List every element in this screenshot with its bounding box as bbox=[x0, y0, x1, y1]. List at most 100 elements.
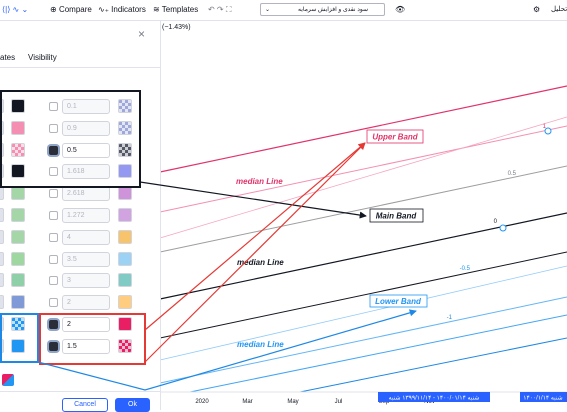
chart-style-icon[interactable]: ⟨|⟩ ∿ ⌄ bbox=[2, 5, 29, 14]
level-input[interactable]: 2.618 bbox=[62, 186, 110, 202]
fill-color-swatch[interactable] bbox=[118, 120, 132, 135]
cut-swatch bbox=[0, 120, 4, 135]
x-tick-label: Jul bbox=[335, 399, 343, 405]
level-input[interactable]: 0.5 bbox=[62, 142, 110, 158]
level-checkbox[interactable] bbox=[49, 254, 58, 264]
line-color-swatch[interactable] bbox=[11, 229, 25, 244]
level-label: -0.5 bbox=[460, 266, 471, 272]
median-label: median Line bbox=[236, 177, 283, 186]
level-checkbox[interactable] bbox=[49, 102, 58, 111]
median-label: median Line bbox=[237, 340, 284, 349]
median-label: median Line bbox=[237, 258, 284, 267]
cut-swatch bbox=[0, 208, 4, 222]
level-input[interactable]: 1.5 bbox=[62, 338, 110, 354]
handle[interactable] bbox=[499, 224, 507, 232]
level-checkbox[interactable] bbox=[49, 298, 58, 308]
compare-button[interactable]: ⊕ Compare bbox=[50, 5, 92, 14]
settings-icon[interactable]: ⚙ bbox=[533, 5, 541, 14]
line-color-swatch[interactable] bbox=[11, 99, 25, 113]
level-input[interactable]: 0.1 bbox=[62, 99, 110, 114]
level-input[interactable]: 1.272 bbox=[62, 208, 110, 223]
cut-swatch bbox=[0, 99, 4, 113]
template-swatch[interactable] bbox=[2, 374, 14, 386]
fill-color-swatch[interactable] bbox=[118, 229, 132, 244]
level-input[interactable]: 1.618 bbox=[62, 164, 110, 180]
band-line bbox=[159, 251, 567, 339]
close-button[interactable]: × bbox=[138, 27, 146, 41]
level-label: 1 bbox=[543, 124, 547, 130]
ok-button[interactable]: Ok bbox=[115, 398, 150, 412]
line-color-swatch[interactable] bbox=[11, 295, 25, 310]
x-tick-label: May bbox=[287, 399, 298, 405]
level-checkbox[interactable] bbox=[49, 320, 58, 329]
fill-color-swatch[interactable] bbox=[118, 251, 132, 266]
line-color-swatch[interactable] bbox=[11, 338, 25, 353]
x-tick-label: Mar bbox=[242, 399, 252, 405]
footer-divider bbox=[0, 391, 160, 392]
right-label: تحلیل bbox=[551, 6, 567, 13]
fill-color-swatch[interactable] bbox=[118, 186, 132, 201]
level-label: -1 bbox=[447, 315, 453, 321]
handle[interactable] bbox=[544, 127, 552, 135]
level-input[interactable]: 3.5 bbox=[62, 251, 110, 267]
cut-swatch bbox=[0, 273, 4, 288]
level-checkbox[interactable] bbox=[49, 123, 58, 133]
templates-button[interactable]: ≋ Templates bbox=[153, 5, 199, 14]
band-line bbox=[159, 85, 567, 173]
line-color-swatch[interactable] bbox=[11, 317, 25, 331]
line-color-swatch[interactable] bbox=[11, 164, 25, 179]
level-checkbox[interactable] bbox=[49, 341, 58, 351]
main-band-label: Main Band bbox=[376, 212, 418, 221]
fill-color-swatch[interactable] bbox=[118, 338, 132, 353]
dropdown-caret: ⌄ bbox=[265, 7, 271, 13]
cut-swatch bbox=[0, 186, 4, 201]
line-color-swatch[interactable] bbox=[11, 251, 25, 266]
date-label: شنبه ۱۴۰۰/۰۱/۱۴ - ۱۳۹۹/۱۱/۱۴ شنبه bbox=[389, 396, 480, 402]
level-input[interactable]: 0.9 bbox=[62, 120, 110, 136]
level-label: 0.5 bbox=[508, 171, 517, 177]
line-color-swatch[interactable] bbox=[11, 273, 25, 288]
level-checkbox[interactable] bbox=[49, 276, 58, 286]
eye-icon[interactable]: 👁 bbox=[395, 5, 406, 14]
fill-color-swatch[interactable] bbox=[118, 317, 132, 331]
line-color-swatch[interactable] bbox=[11, 120, 25, 135]
level-input[interactable]: 2 bbox=[62, 317, 110, 332]
level-checkbox[interactable] bbox=[49, 211, 58, 220]
chart-header: (−1.43%) bbox=[162, 24, 191, 31]
level-checkbox[interactable] bbox=[49, 189, 58, 199]
settings-dialog: × ates Visibility 0.1 0.9 0.5 1.618 2.618 1.2… bbox=[0, 21, 161, 412]
dropdown[interactable]: سود نقدی و افزایش سرمایه ⌄ bbox=[260, 3, 385, 16]
band-line bbox=[159, 165, 567, 253]
tab[interactable]: ates bbox=[0, 53, 16, 62]
band-line bbox=[159, 125, 567, 213]
level-input[interactable]: 4 bbox=[62, 229, 110, 245]
tab[interactable]: Visibility bbox=[28, 53, 57, 62]
fill-color-swatch[interactable] bbox=[118, 295, 132, 310]
level-checkbox[interactable] bbox=[49, 232, 58, 242]
band-line bbox=[189, 314, 567, 393]
fill-color-swatch[interactable] bbox=[118, 99, 132, 113]
level-checkbox[interactable] bbox=[49, 145, 58, 155]
fill-color-swatch[interactable] bbox=[118, 142, 132, 157]
fill-color-swatch[interactable] bbox=[118, 273, 132, 288]
tab-divider bbox=[0, 67, 160, 68]
undo-redo[interactable]: ↶ ↷ ⛶ bbox=[208, 5, 232, 14]
indicators-button[interactable]: ∿₊ Indicators bbox=[98, 5, 146, 14]
lower-band-box bbox=[369, 294, 428, 308]
fill-color-swatch[interactable] bbox=[118, 164, 132, 179]
dropdown-label: سود نقدی و افزایش سرمایه bbox=[297, 7, 368, 13]
level-label: 0 bbox=[494, 219, 498, 225]
level-checkbox[interactable] bbox=[49, 167, 58, 177]
line-color-swatch[interactable] bbox=[11, 208, 25, 222]
date-label: شنبه ۱۴۰۰/۱/۱۴ bbox=[523, 396, 562, 402]
level-input[interactable]: 3 bbox=[62, 273, 110, 289]
level-input[interactable]: 2 bbox=[62, 295, 110, 311]
band-line bbox=[299, 337, 567, 393]
band-line bbox=[159, 296, 567, 384]
band-line bbox=[159, 265, 567, 361]
fill-color-swatch[interactable] bbox=[118, 208, 132, 222]
line-color-swatch[interactable] bbox=[11, 186, 25, 201]
line-color-swatch[interactable] bbox=[11, 142, 25, 157]
cut-swatch bbox=[0, 317, 4, 331]
